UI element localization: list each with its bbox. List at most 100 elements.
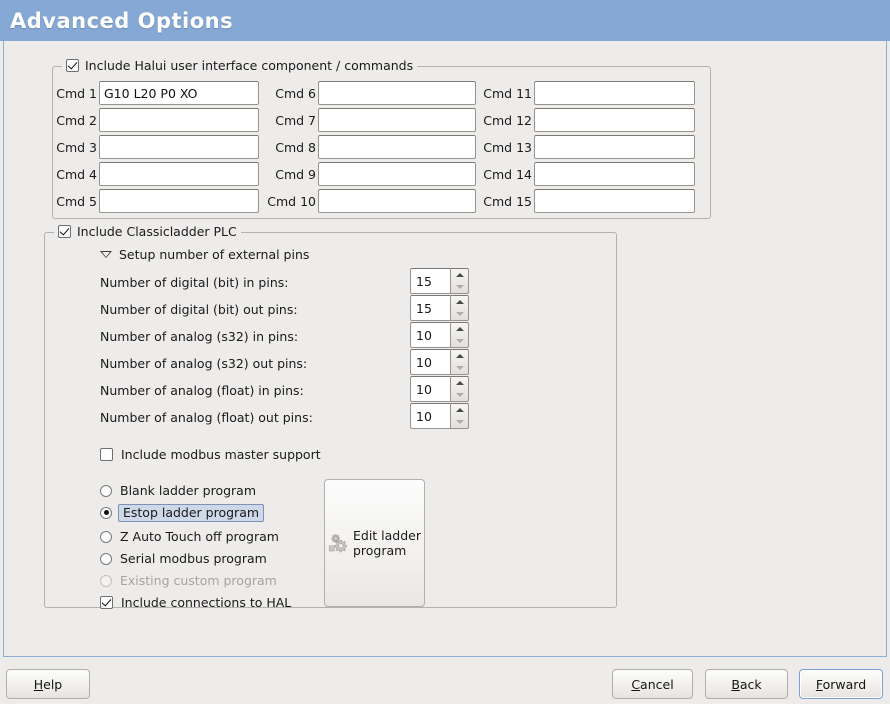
pin-label: Number of analog (s32) in pins: xyxy=(100,328,299,344)
cmd-row: Cmd 9 xyxy=(263,162,476,186)
pin-spinner-value[interactable]: 15 xyxy=(410,268,450,294)
spinner-up-button[interactable] xyxy=(451,350,468,362)
pin-spinner[interactable]: 15 xyxy=(410,295,469,321)
cmd-label: Cmd 13 xyxy=(483,139,532,155)
spinner-down-button[interactable] xyxy=(451,281,468,293)
chevron-up-icon xyxy=(455,327,464,331)
pin-spinner[interactable]: 15 xyxy=(410,268,469,294)
spinner-up-button[interactable] xyxy=(451,377,468,389)
pin-row: Number of analog (float) out pins: xyxy=(100,404,313,430)
cmd-row: Cmd 12 xyxy=(479,108,695,132)
chevron-up-icon xyxy=(455,300,464,304)
radio-label: Serial modbus program xyxy=(120,551,267,566)
spinner-down-button[interactable] xyxy=(451,335,468,347)
cmd-row: Cmd 4 xyxy=(55,162,259,186)
radio-serial-modbus-program[interactable]: Serial modbus program xyxy=(100,549,267,568)
radio-icon[interactable] xyxy=(100,552,112,565)
classicladder-group: Include Classicladder PLC xyxy=(44,224,617,608)
spinner-up-button[interactable] xyxy=(451,269,468,281)
radio-blank-ladder-program[interactable]: Blank ladder program xyxy=(100,481,256,500)
cmd-input[interactable]: G10 L20 P0 XO xyxy=(99,81,259,105)
chevron-down-icon xyxy=(455,420,464,424)
spinner-down-button[interactable] xyxy=(451,308,468,320)
pin-spinner[interactable]: 10 xyxy=(410,376,469,402)
radio-icon[interactable] xyxy=(100,506,112,519)
cmd-input[interactable] xyxy=(534,162,695,186)
cmd-row: Cmd 10 xyxy=(263,189,476,213)
edit-ladder-line1: Edit ladder xyxy=(352,528,421,543)
edit-ladder-program-button[interactable]: Edit ladder program xyxy=(324,479,425,607)
cmd-input[interactable] xyxy=(318,108,476,132)
cmd-input[interactable] xyxy=(534,189,695,213)
cmd-input[interactable] xyxy=(318,189,476,213)
spinner-down-button[interactable] xyxy=(451,362,468,374)
cmd-input[interactable] xyxy=(99,162,259,186)
pin-spinner-value[interactable]: 10 xyxy=(410,349,450,375)
help-button[interactable]: Help xyxy=(6,669,90,699)
spinner-down-button[interactable] xyxy=(451,416,468,428)
halui-checkbox[interactable] xyxy=(66,59,79,72)
pin-spinner-buttons[interactable] xyxy=(450,403,469,429)
radio-icon[interactable] xyxy=(100,530,112,543)
hal-connections-checkbox[interactable] xyxy=(100,596,113,609)
pin-spinner-value[interactable]: 10 xyxy=(410,376,450,402)
cmd-input[interactable] xyxy=(318,162,476,186)
classicladder-checkbox[interactable] xyxy=(58,225,71,238)
spinner-up-button[interactable] xyxy=(451,404,468,416)
hal-connections-checkbox-row[interactable]: Include connections to HAL xyxy=(100,593,291,612)
edit-ladder-button-content: Edit ladder program xyxy=(328,528,421,558)
external-pins-expander[interactable]: Setup number of external pins xyxy=(100,247,309,262)
cmd-row: Cmd 2 xyxy=(55,108,259,132)
cmd-input[interactable] xyxy=(99,108,259,132)
pin-spinner-buttons[interactable] xyxy=(450,295,469,321)
spinner-up-button[interactable] xyxy=(451,323,468,335)
cmd-input[interactable] xyxy=(534,81,695,105)
cmd-row: Cmd 6 xyxy=(263,81,476,105)
cmd-input[interactable] xyxy=(318,135,476,159)
pin-spinner[interactable]: 10 xyxy=(410,322,469,348)
spinner-up-button[interactable] xyxy=(451,296,468,308)
radio-z-auto-touch-off-program[interactable]: Z Auto Touch off program xyxy=(100,527,279,546)
classicladder-group-header[interactable]: Include Classicladder PLC xyxy=(54,224,241,239)
modbus-master-checkbox-row[interactable]: Include modbus master support xyxy=(100,445,321,464)
radio-label: Existing custom program xyxy=(120,573,277,588)
pin-spinner[interactable]: 10 xyxy=(410,403,469,429)
cmd-input[interactable] xyxy=(534,108,695,132)
pin-spinner-value[interactable]: 10 xyxy=(410,403,450,429)
cancel-button[interactable]: Cancel xyxy=(612,669,693,699)
pin-spinner[interactable]: 10 xyxy=(410,349,469,375)
halui-group-label: Include Halui user interface component /… xyxy=(85,58,414,73)
pin-spinner-buttons[interactable] xyxy=(450,268,469,294)
pin-spinner-value[interactable]: 15 xyxy=(410,295,450,321)
cmd-label: Cmd 8 xyxy=(275,139,316,155)
cmd-input[interactable] xyxy=(534,135,695,159)
back-button[interactable]: Back xyxy=(705,669,788,699)
halui-group-header[interactable]: Include Halui user interface component /… xyxy=(62,58,418,73)
forward-button[interactable]: Forward xyxy=(799,669,883,699)
window-title: Advanced Options xyxy=(10,8,234,33)
cmd-input[interactable] xyxy=(318,81,476,105)
spinner-down-button[interactable] xyxy=(451,389,468,401)
cmd-input[interactable] xyxy=(99,189,259,213)
pin-label: Number of analog (s32) out pins: xyxy=(100,355,308,371)
classicladder-group-label: Include Classicladder PLC xyxy=(77,224,237,239)
cmd-row: Cmd 14 xyxy=(479,162,695,186)
cmd-label: Cmd 15 xyxy=(483,193,532,209)
cmd-input[interactable] xyxy=(99,135,259,159)
cmd-label: Cmd 10 xyxy=(267,193,316,209)
cmd-row: Cmd 3 xyxy=(55,135,259,159)
back-button-label: Back xyxy=(731,677,761,692)
pin-spinner-value[interactable]: 10 xyxy=(410,322,450,348)
forward-rest: orward xyxy=(822,676,867,692)
radio-estop-ladder-program[interactable]: Estop ladder program xyxy=(100,503,265,522)
cmd-label: Cmd 12 xyxy=(483,112,532,128)
pin-spinner-buttons[interactable] xyxy=(450,349,469,375)
triangle-down-icon[interactable] xyxy=(100,251,112,258)
help-mnemonic: H xyxy=(33,676,44,692)
modbus-master-checkbox[interactable] xyxy=(100,448,113,461)
dialog-content-area: Include Halui user interface component /… xyxy=(3,41,887,657)
radio-icon[interactable] xyxy=(100,484,112,497)
pin-spinner-buttons[interactable] xyxy=(450,376,469,402)
pin-row: Number of digital (bit) out pins: xyxy=(100,296,298,322)
pin-spinner-buttons[interactable] xyxy=(450,322,469,348)
